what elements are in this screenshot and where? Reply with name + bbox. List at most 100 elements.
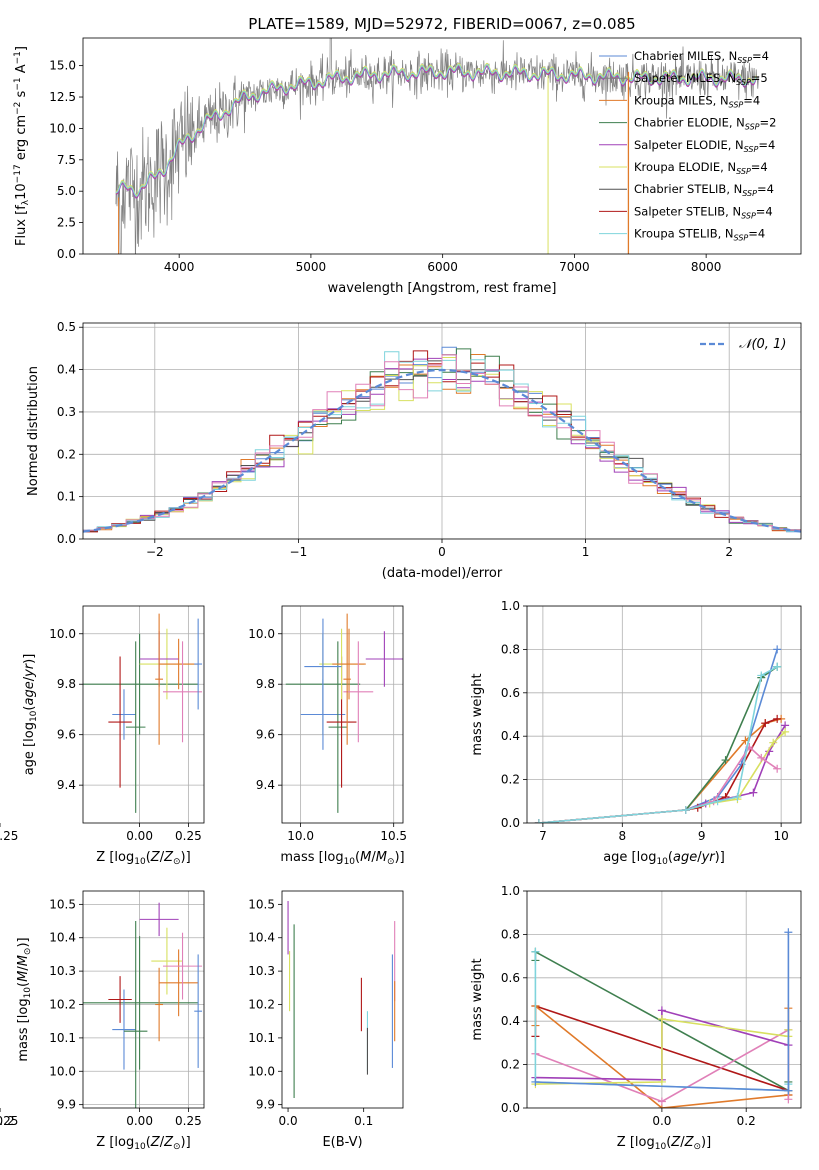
plot-area <box>83 891 204 1108</box>
label-fragment: ⊙ <box>173 857 181 867</box>
legend-label: Chabrier MILES, NSSP=4 <box>634 49 769 65</box>
x-tick-label: 7000 <box>559 260 590 274</box>
panel-residuals: −2 −1 0 1 2 0.0 0.1 0.2 0.3 0.4 0.5 𝒩(0, 1) (data-mo… <box>26 320 802 581</box>
label-fragment: Kroupa MILES, N <box>634 93 729 107</box>
x-tick-label: 1 <box>582 545 590 559</box>
y-tick-label: 9.6 <box>256 728 275 742</box>
mass-weight-marker <box>784 1095 793 1104</box>
mass-weight-marker <box>534 819 543 823</box>
label-fragment: age [ <box>22 742 37 775</box>
label-fragment: Z <box>163 850 174 865</box>
x-axis-label: Z [log10(Z/Z⊙)] <box>96 850 190 867</box>
y-tick-label: 0.5 <box>57 320 76 334</box>
residual-legend: 𝒩(0, 1) <box>700 337 786 352</box>
errorbar-point <box>155 613 164 745</box>
errorbar-point <box>304 618 342 715</box>
label-fragment: Salpeter STELIB, N <box>634 204 741 218</box>
errorbar-point <box>108 656 132 788</box>
plot-area <box>287 901 396 1098</box>
ticks: 10.0 10.5 9.4 9.6 9.8 10.0 <box>248 627 407 843</box>
label-fragment: ( <box>146 850 151 865</box>
ticks: −0.2 0.0 0.2 0.0 0.2 0.4 0.6 0.8 1.0 <box>0 884 756 1128</box>
label-fragment: 10 <box>23 987 33 999</box>
y-tick-label: 15.0 <box>49 59 76 73</box>
label-fragment: log <box>16 998 31 1018</box>
label-fragment: Z <box>150 850 161 865</box>
axes-frame <box>526 605 802 824</box>
errorbar-point <box>155 967 164 1042</box>
axes-frame <box>82 322 802 540</box>
label-fragment: / <box>22 676 37 681</box>
axes-frame <box>82 605 205 824</box>
plot-area <box>83 606 204 823</box>
label-fragment: log <box>114 850 134 865</box>
panel-mw-z: −0.20.00.20.00.20.40.60.81.0Z [log10(Z/Z… <box>0 884 802 1152</box>
label-fragment: )] <box>394 850 404 865</box>
errorbar-point <box>365 631 403 687</box>
y-tick-label: 9.4 <box>57 778 76 792</box>
y-tick-label: 0.3 <box>57 405 76 419</box>
errorbar-point <box>163 641 203 743</box>
legend-label: Kroupa ELODIE, NSSP=4 <box>634 160 768 176</box>
mass-weight-marker <box>733 792 742 801</box>
y-tick-label: 2.5 <box>57 216 76 230</box>
x-tick-label: −2 <box>146 545 164 559</box>
y-tick-label: 5.0 <box>57 184 76 198</box>
grid-lines <box>527 606 801 823</box>
label-fragment: )] <box>16 937 31 947</box>
y-tick-label: 0.2 <box>57 447 76 461</box>
y-axis-label: age [log10(age/yr)] <box>22 654 39 776</box>
label-fragment: mass [ <box>16 1018 31 1061</box>
x-tick-label: 6000 <box>427 260 458 274</box>
legend-label: Chabrier ELODIE, NSSP=2 <box>634 116 776 132</box>
label-fragment: mass weight <box>470 958 485 1040</box>
y-tick-label: 9.9 <box>57 1098 76 1112</box>
y-axis-label: mass [log10(M/M⊙)] <box>16 937 33 1061</box>
y-tick-label: 9.4 <box>256 778 275 792</box>
x-tick-label: 0.0 <box>279 1114 298 1128</box>
x-axis-label: age [log10(age/yr)] <box>603 850 725 867</box>
label-fragment: =4 <box>757 182 774 196</box>
label-fragment: wavelength [Angstrom, rest frame] <box>328 281 557 296</box>
grid-lines <box>83 891 204 1108</box>
label-fragment: =4 <box>743 93 760 107</box>
ticks: 4000 5000 6000 7000 8000 0.0 2.5 5.0 7.5 10.0 12.5… <box>49 59 721 274</box>
legend-label: Salpeter STELIB, NSSP=4 <box>634 204 773 220</box>
mass-weight-marker <box>784 1086 793 1095</box>
y-tick-label: 0.4 <box>57 363 76 377</box>
mass-weight-marker <box>657 1006 666 1015</box>
label-fragment: M <box>360 850 371 865</box>
label-fragment: −2 <box>13 102 23 115</box>
x-tick-label: 8000 <box>691 260 722 274</box>
mass-weight-marker <box>781 727 790 736</box>
y-tick-label: 10.3 <box>248 964 275 978</box>
label-fragment: Z <box>163 1135 174 1150</box>
plot-area <box>527 891 801 1108</box>
panels: 4000 5000 6000 7000 80000.02.55.07.510.012.5… <box>0 37 802 1152</box>
label-fragment: =4 <box>751 160 768 174</box>
ticks: 0.0 0.1 9.9 10.0 10.1 10.2 10.3 10.4 10.5 <box>248 897 373 1128</box>
label-fragment: yr <box>22 662 37 678</box>
spectrum-data-line <box>115 38 760 254</box>
mass-weight-marker <box>681 805 690 814</box>
errorbar-point <box>194 618 203 710</box>
y-tick-label: 0.1 <box>57 490 76 504</box>
label-fragment: ( <box>16 982 31 987</box>
x-tick-label: 8 <box>618 829 626 843</box>
label-fragment: SSP <box>741 211 756 220</box>
mass-weight-marker <box>657 1097 666 1106</box>
label-fragment: )] <box>181 1135 191 1150</box>
label-fragment: )] <box>22 654 37 664</box>
y-tick-label: 10.5 <box>248 897 275 911</box>
plot-area <box>282 606 403 823</box>
plot-area <box>83 323 801 539</box>
errorbar-point <box>159 638 199 690</box>
label-fragment: / <box>680 1135 685 1150</box>
x-tick-label: 2 <box>725 545 733 559</box>
label-fragment: )] <box>181 850 191 865</box>
mass-weight-marker <box>769 738 778 747</box>
x-tick-label: 0 <box>438 545 446 559</box>
mass-weight-series <box>538 666 778 823</box>
y-tick-label: 1.0 <box>501 599 520 613</box>
y-tick-label: 10.2 <box>248 998 275 1012</box>
